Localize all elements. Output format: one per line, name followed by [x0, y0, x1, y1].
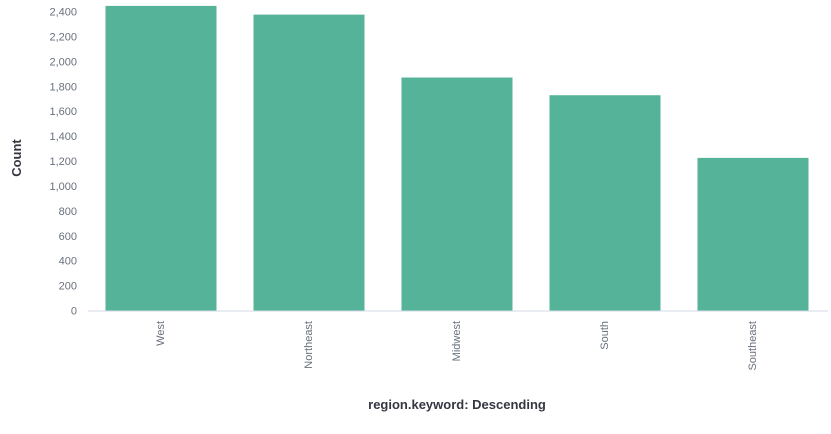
x-tick-label: Midwest	[451, 321, 463, 361]
x-axis: West Northeast Midwest South Southeast	[155, 321, 759, 371]
y-tick-label: 1,800	[49, 81, 77, 93]
y-tick-label: 2,200	[49, 31, 77, 43]
y-tick-label: 2,400	[49, 7, 77, 19]
x-tick-label: Northeast	[303, 321, 315, 369]
x-axis-title: region.keyword: Descending	[368, 397, 546, 412]
y-tick-label: 1,200	[49, 156, 77, 168]
y-tick-label: 1,000	[49, 181, 77, 193]
y-tick-label: 1,400	[49, 131, 77, 143]
x-tick-label: West	[155, 321, 167, 346]
y-tick-label: 600	[59, 231, 77, 243]
x-tick-label: South	[599, 321, 611, 350]
y-tick-label: 200	[59, 281, 77, 293]
y-axis-title: Count	[9, 139, 24, 177]
bar-midwest[interactable]	[401, 77, 513, 311]
y-tick-label: 2,000	[49, 56, 77, 68]
y-tick-label: 1,600	[49, 106, 77, 118]
bar-west[interactable]	[105, 5, 217, 311]
y-tick-label: 400	[59, 256, 77, 268]
y-axis: 0 200 400 600 800 1,000 1,200 1,400 1,600 1,800 2,…	[49, 7, 77, 318]
bar-southeast[interactable]	[697, 157, 809, 311]
y-tick-label: 800	[59, 206, 77, 218]
bars	[105, 5, 809, 311]
bar-northeast[interactable]	[253, 14, 365, 311]
bar-south[interactable]	[549, 95, 661, 311]
x-tick-label: Southeast	[747, 321, 759, 371]
y-tick-label: 0	[71, 306, 77, 318]
